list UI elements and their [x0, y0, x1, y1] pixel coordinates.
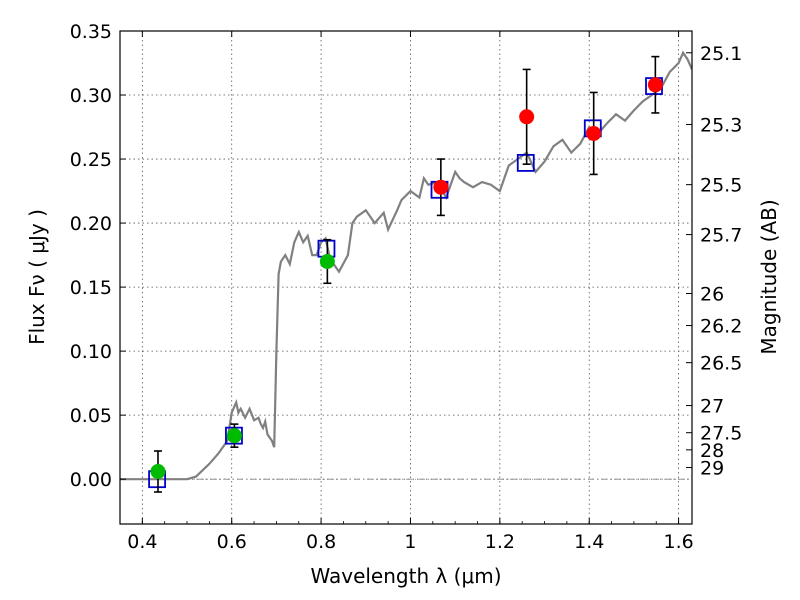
y2-tick-label: 28 — [700, 440, 724, 462]
y2-tick-label: 25.3 — [700, 114, 742, 136]
y2-tick-label: 26.2 — [700, 316, 742, 338]
observed-flux-point — [319, 253, 335, 269]
y-tick-label: 0.10 — [70, 341, 112, 363]
y-tick-label: 0.15 — [70, 277, 112, 299]
y2-tick-label: 25.1 — [700, 43, 742, 65]
y-tick-label: 0.35 — [70, 21, 112, 43]
observed-flux-point — [433, 179, 449, 195]
x-tick-label: 0.6 — [217, 531, 247, 553]
x-tick-label: 0.4 — [127, 531, 157, 553]
data-layer — [120, 50, 692, 493]
y-tick-label: 0.20 — [70, 213, 112, 235]
observed-flux-point — [647, 77, 663, 93]
grid-layer — [120, 30, 692, 524]
y2-tick-label: 25.5 — [700, 175, 742, 197]
y-tick-label: 0.25 — [70, 149, 112, 171]
x-tick-label: 1.2 — [485, 531, 515, 553]
x-tick-label: 0.8 — [306, 531, 336, 553]
observed-flux-point — [586, 125, 602, 141]
y2-tick-label: 27 — [700, 396, 724, 418]
plot-frame — [119, 30, 693, 525]
x-tick-label: 1.4 — [574, 531, 604, 553]
y2-tick-label: 25.7 — [700, 225, 742, 247]
model-flux-square — [516, 153, 535, 172]
y2-tick-label: 29 — [700, 458, 724, 480]
y-tick-label: 0.00 — [70, 469, 112, 491]
x-tick-label: 1 — [404, 531, 416, 553]
y-tick-label: 0.30 — [70, 85, 112, 107]
y-tick-label: 0.05 — [70, 405, 112, 427]
y2-axis-label: Magnitude (AB) — [757, 199, 781, 354]
observed-flux-point — [519, 109, 535, 125]
y-axis-label: Flux Fν ( μJy ) — [25, 209, 49, 345]
x-tick-label: 1.6 — [663, 531, 693, 553]
x-axis-label: Wavelength λ (μm) — [310, 564, 501, 588]
observed-flux-point — [226, 428, 242, 444]
y2-tick-label: 26.5 — [700, 353, 742, 375]
observed-flux-point — [150, 463, 166, 479]
tick-layer: 0.4 0.6 0.8 1 1.2 1.4 1.6 0.00 0.05 0.10 0.15 0.20 0… — [70, 21, 743, 553]
y2-tick-label: 27.5 — [700, 423, 742, 445]
y2-tick-label: 26 — [700, 284, 724, 306]
